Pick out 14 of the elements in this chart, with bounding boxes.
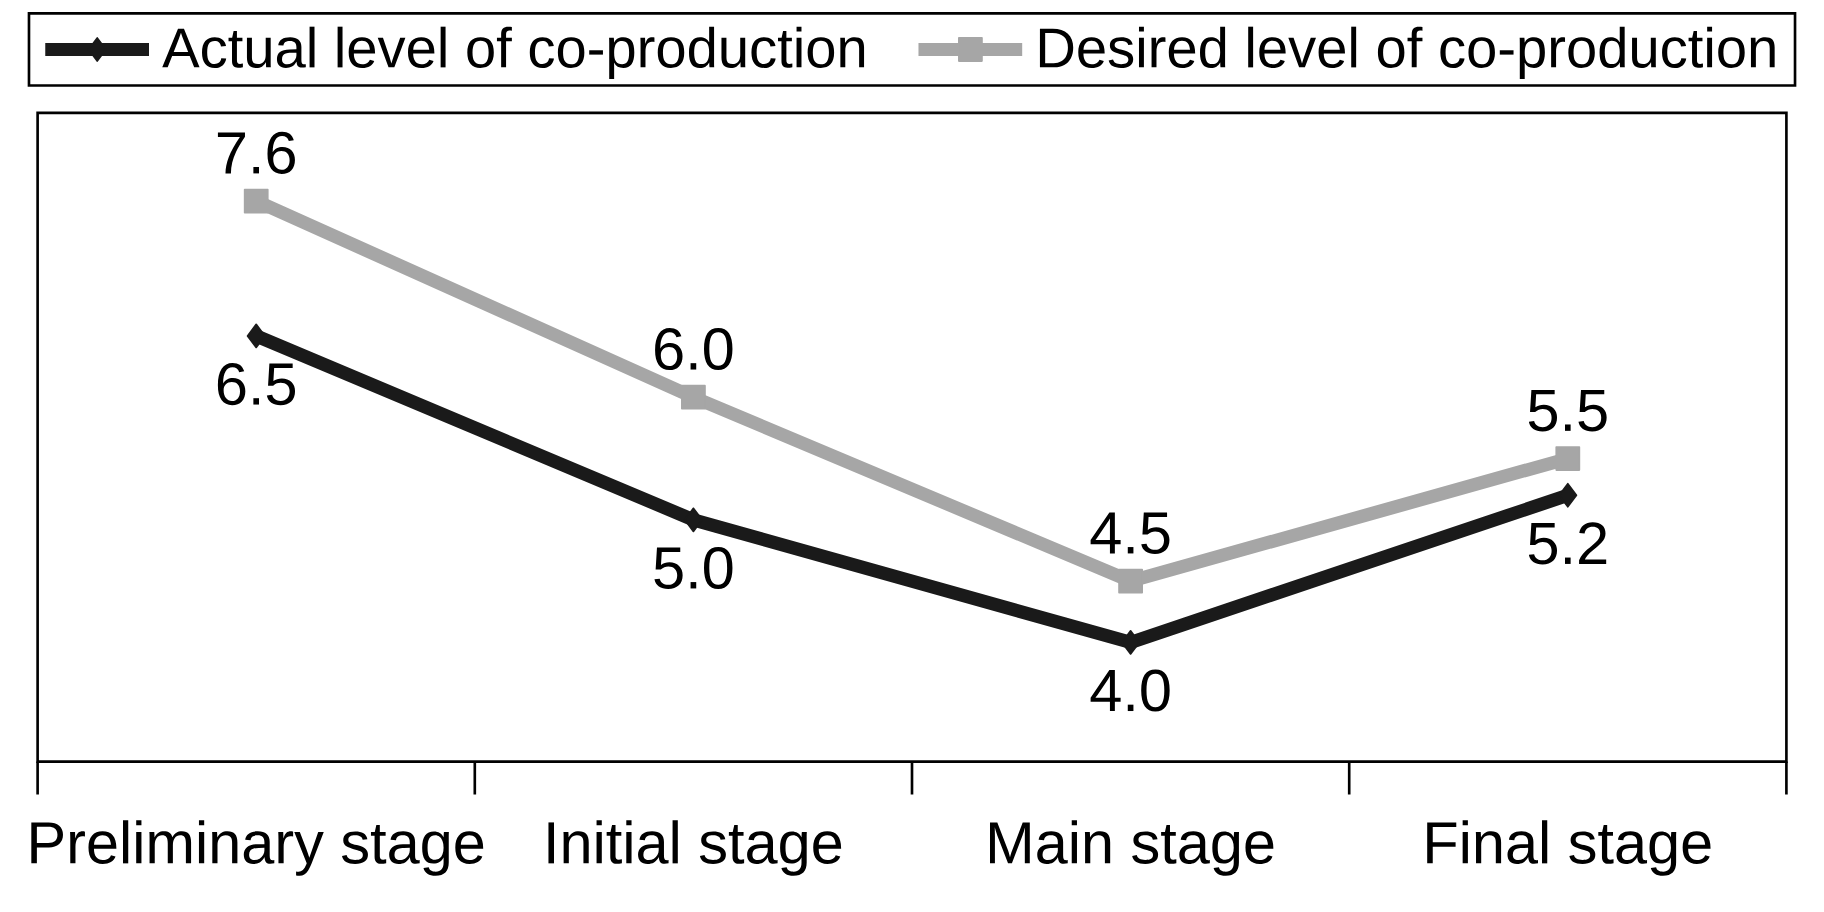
data-label: 4.5	[1090, 512, 1170, 554]
x-tick-label: Main stage	[990, 820, 1274, 876]
data-label: 5.5	[1528, 389, 1607, 432]
x-tick-label: Preliminary stage	[31, 820, 484, 876]
x-tick-label: Final stage	[1427, 820, 1711, 876]
data-label: 6.0	[655, 327, 733, 371]
data-label: 4.0	[1090, 669, 1170, 712]
x-tick-label: Initial stage	[548, 820, 842, 876]
data-label: 6.5	[217, 362, 296, 406]
data-label: 5.2	[1528, 522, 1607, 565]
data-label: 5.0	[654, 546, 733, 590]
data-label: 7.6	[217, 131, 295, 174]
legend-label: Actual level of co-production	[162, 26, 865, 80]
legend-label: Desired level of co-production	[1039, 26, 1775, 80]
